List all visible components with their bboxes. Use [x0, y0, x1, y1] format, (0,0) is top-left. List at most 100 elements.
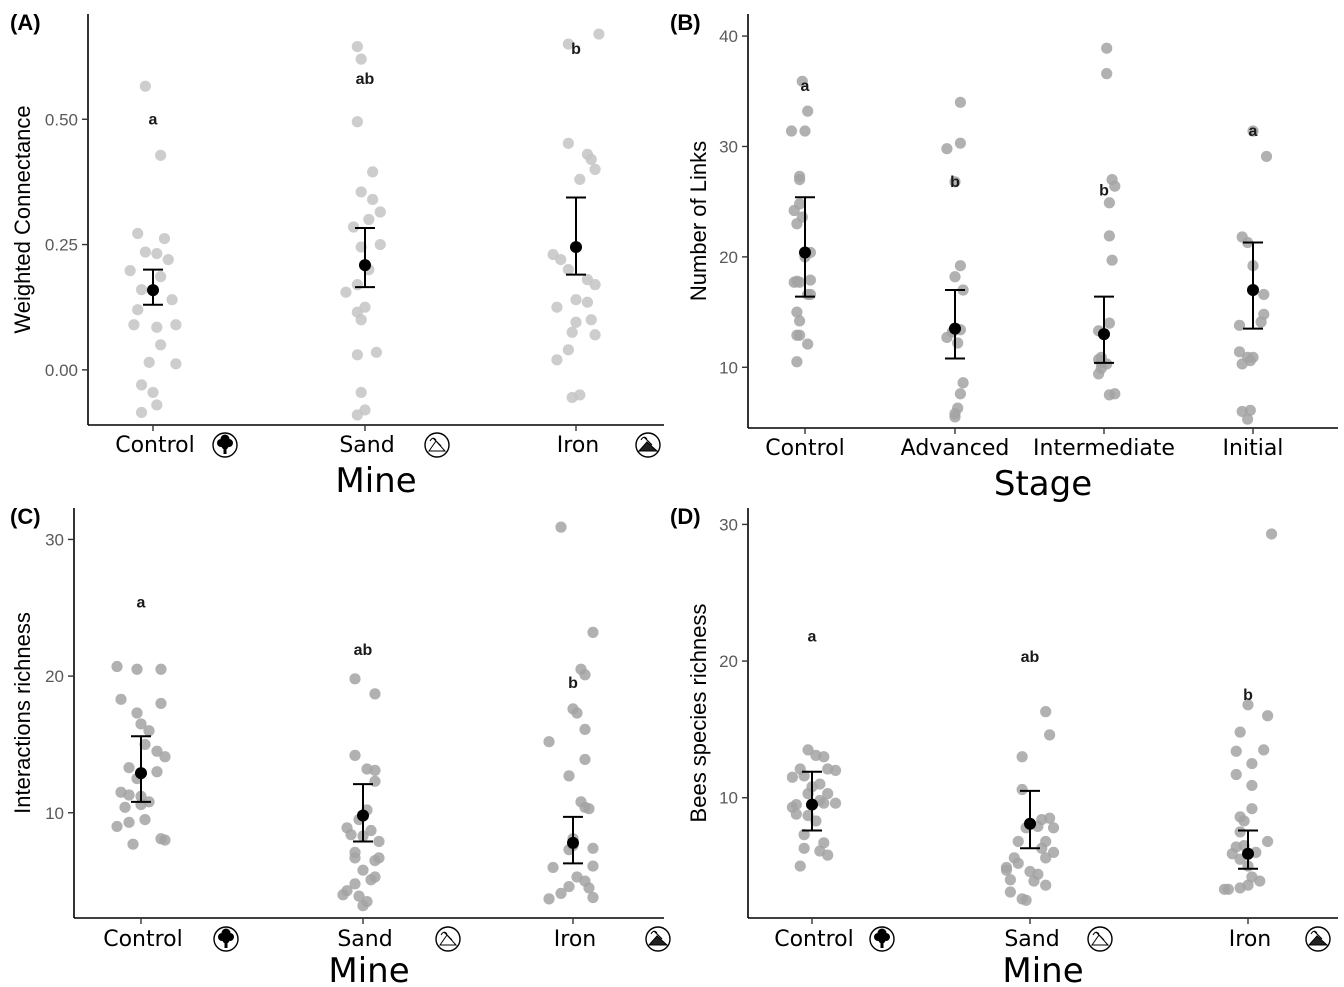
data-point [1047, 846, 1060, 859]
data-point [1218, 883, 1231, 895]
iron-mine-icon [645, 926, 671, 952]
iron-mine-icon [1305, 926, 1331, 952]
data-point [337, 889, 349, 901]
x-tick-label: Control [115, 433, 195, 458]
data-point [363, 213, 375, 226]
data-point [571, 707, 583, 719]
data-point [1247, 125, 1259, 137]
data-point [1103, 317, 1115, 329]
data-point [804, 288, 817, 301]
panel-d: (D) 10 20 30 Bees species richness Control San… [670, 504, 1338, 987]
tree-icon [212, 432, 238, 458]
data-point [583, 803, 595, 815]
data-point [1262, 835, 1274, 848]
x-tick-label: Control [765, 436, 845, 461]
data-point [347, 221, 360, 233]
mean-point [1247, 284, 1259, 296]
y-tick-label: 10 [45, 804, 64, 823]
data-point [810, 815, 822, 827]
data-point [135, 284, 148, 296]
data-point [119, 801, 131, 813]
data-point [575, 796, 587, 808]
data-point [1234, 826, 1246, 838]
data-point [543, 893, 555, 905]
y-tick-label: 10 [719, 789, 738, 808]
data-point [370, 346, 383, 358]
y-axis-title: Bees species richness [686, 604, 711, 823]
data-point [111, 660, 123, 673]
data-point [1258, 744, 1270, 756]
data-point [587, 891, 599, 904]
y-tick-label: 30 [719, 515, 738, 534]
data-point [954, 388, 967, 400]
data-point [1016, 783, 1028, 796]
data-point [563, 880, 575, 893]
data-point [1226, 848, 1238, 860]
data-point [589, 279, 601, 291]
data-point [566, 326, 578, 338]
data-point [822, 849, 834, 861]
data-point [941, 143, 953, 155]
data-point [340, 286, 352, 298]
data-point [587, 842, 599, 854]
data-point [1103, 197, 1115, 209]
mean-point [147, 284, 159, 297]
mean-point [359, 259, 371, 272]
data-point [799, 125, 811, 137]
data-point [357, 900, 369, 912]
data-point [1262, 710, 1274, 722]
data-point [353, 890, 365, 902]
data-point [555, 887, 567, 900]
data-point [1101, 358, 1113, 370]
data-point [361, 763, 373, 775]
data-point [1230, 768, 1242, 781]
data-point [796, 75, 808, 87]
data-point [1040, 706, 1052, 718]
x-tick-label: Sand [1004, 927, 1059, 952]
data-point [1106, 254, 1118, 266]
y-tick-label: 20 [719, 652, 738, 671]
panel-c: (C) 10 20 30 Interactions richness Control San… [10, 504, 671, 987]
data-point [369, 688, 381, 700]
y-tick-label: 30 [45, 530, 64, 549]
data-point [143, 356, 155, 368]
data-point [1028, 875, 1040, 887]
mean-point [1242, 847, 1254, 860]
data-point [555, 253, 567, 266]
data-point [1246, 779, 1258, 792]
x-axis-title: Mine [328, 951, 409, 987]
data-point [355, 314, 367, 326]
data-point [570, 316, 582, 328]
panel-label: (C) [10, 504, 41, 529]
data-point [143, 725, 155, 737]
data-point [829, 764, 842, 777]
panel-label: (A) [10, 10, 41, 35]
data-point [1238, 815, 1250, 827]
data-point [579, 669, 591, 681]
data-point [587, 860, 599, 872]
data-point [581, 296, 594, 308]
data-point [798, 829, 810, 841]
y-tick-label: 20 [719, 248, 738, 267]
data-point [170, 358, 182, 370]
data-point [132, 304, 144, 316]
data-point [949, 408, 961, 420]
x-tick-label: Iron [557, 433, 599, 458]
data-point [139, 738, 151, 751]
iron-mine-icon [635, 432, 661, 458]
data-point [1236, 358, 1248, 370]
data-point [1020, 894, 1032, 906]
data-point [349, 673, 361, 685]
mean-point [806, 798, 818, 811]
data-point [155, 271, 167, 283]
mean-point [570, 241, 582, 254]
data-point [802, 338, 814, 350]
data-point [818, 751, 830, 763]
data-point [349, 878, 361, 890]
data-point [355, 386, 367, 399]
panel-b: (B) 10 20 30 40 Number of Links Control Advance… [670, 10, 1338, 504]
data-point [543, 736, 555, 748]
data-point [123, 762, 135, 774]
y-tick-label: 20 [45, 667, 64, 686]
